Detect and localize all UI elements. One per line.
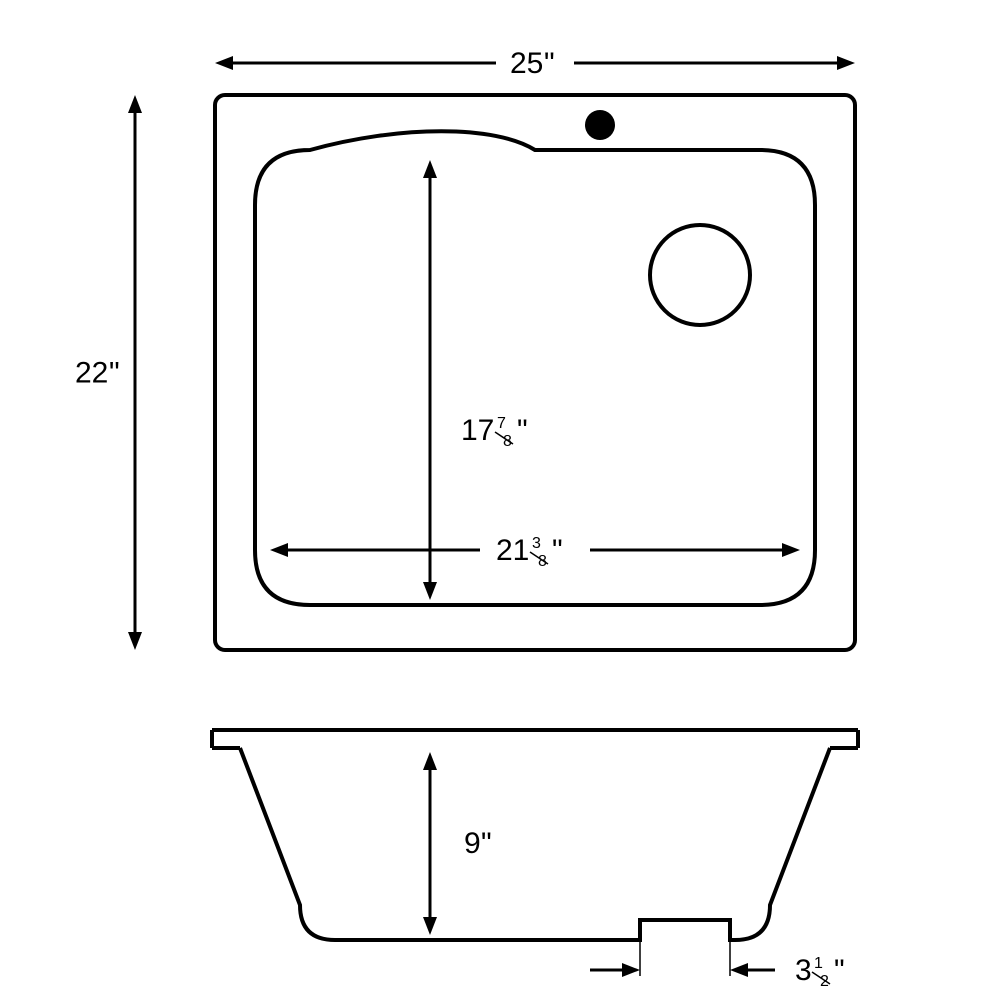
svg-text:": " [481,827,492,860]
svg-text:": " [834,954,845,987]
sink-dimension-diagram: 25"22"1778"2138"9"312" [0,0,1000,1000]
svg-text:2: 2 [820,973,829,990]
svg-text:17: 17 [461,414,494,447]
drain-hole [650,225,750,325]
svg-text:9: 9 [464,827,481,860]
svg-text:": " [552,534,563,567]
svg-text:21: 21 [496,534,529,567]
svg-text:3: 3 [532,535,541,552]
svg-text:8: 8 [503,433,512,450]
svg-text:8: 8 [538,553,547,570]
svg-text:7: 7 [497,415,506,432]
svg-text:": " [109,357,120,390]
svg-text:3: 3 [795,954,812,987]
sink-side-profile [240,748,830,940]
svg-text:": " [544,47,555,80]
svg-text:25: 25 [510,47,543,80]
svg-text:": " [517,414,528,447]
faucet-hole [585,110,615,140]
svg-text:22: 22 [75,357,108,390]
svg-text:1: 1 [814,955,823,972]
